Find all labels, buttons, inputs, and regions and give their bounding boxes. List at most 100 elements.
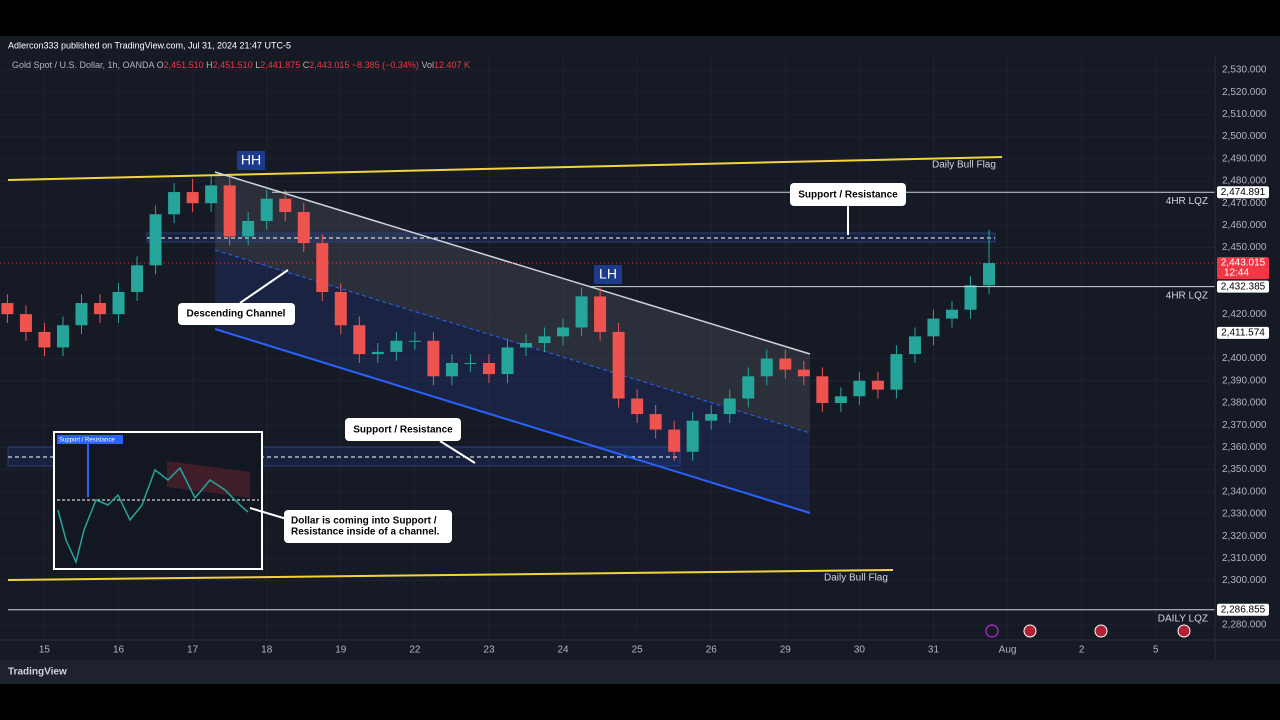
callout-text: Descending Channel [187, 309, 286, 320]
legend-value: 2,451.510 [213, 60, 253, 70]
candle-body [408, 340, 421, 342]
candle-body [649, 414, 662, 430]
callout-box [345, 418, 461, 441]
event-icon[interactable] [1177, 624, 1191, 638]
candle-body [890, 354, 903, 390]
event-icon[interactable] [1023, 624, 1037, 638]
y-tick-label: 2,520.000 [1222, 87, 1267, 98]
candle-body [149, 214, 162, 266]
callout-text: Resistance inside of a channel. [291, 527, 440, 538]
price-tag [1217, 603, 1269, 616]
candle-body [668, 429, 681, 452]
candle-body [260, 198, 273, 221]
y-tick-label: 2,480.000 [1222, 176, 1267, 187]
y-tick-label: 2,370.000 [1222, 420, 1267, 431]
y-tick-label: 2,420.000 [1222, 309, 1267, 320]
chart-panel [0, 36, 1280, 684]
candle-body [964, 285, 977, 310]
callout-pointer [249, 507, 291, 521]
bull-flag-label: Daily Bull Flag [824, 573, 888, 584]
y-tick-label: 2,490.000 [1222, 153, 1267, 164]
candle-body [594, 296, 607, 332]
bull-flag-upper [7, 156, 1003, 181]
candle-body [131, 265, 144, 292]
candle-body [520, 343, 533, 348]
candle-body [612, 331, 625, 399]
callout-pointer [439, 440, 476, 464]
candle-body [427, 340, 440, 377]
x-tick-label: 25 [632, 645, 644, 656]
price-tag [1217, 326, 1269, 339]
candle-body [723, 398, 736, 415]
legend-key: Vol [421, 60, 434, 70]
last-price-tag [1217, 257, 1269, 280]
y-tick-label: 2,280.000 [1222, 620, 1267, 631]
candle-body [186, 192, 199, 204]
candle-body [575, 296, 588, 328]
price-tag-label: 2,411.574 [1221, 327, 1265, 338]
y-tick-label: 2,470.000 [1222, 198, 1267, 209]
candle-body [205, 185, 218, 204]
legend-key: C [303, 60, 310, 70]
x-tick-label: 2 [1079, 645, 1085, 656]
event-icon[interactable] [1094, 624, 1108, 638]
candle-body [779, 358, 792, 370]
channel-mid [214, 249, 811, 434]
price-line-name: 4HR LQZ [1166, 196, 1208, 207]
candle-body [445, 362, 458, 377]
x-tick-label: 30 [854, 645, 866, 656]
y-tick-label: 2,400.000 [1222, 353, 1267, 364]
candle-body [501, 347, 514, 375]
x-tick-label: 24 [557, 645, 569, 656]
price-tag-label: 2,432.385 [1221, 281, 1266, 292]
candle-body [371, 351, 384, 355]
price-tag-label: 2,474.891 [1221, 187, 1266, 198]
candle-body [871, 380, 884, 390]
candle-body [945, 309, 958, 319]
legend-key: O [157, 60, 164, 70]
legend-key: H [206, 60, 213, 70]
candle-body [557, 327, 570, 337]
callout-text: Support / Resistance [353, 425, 453, 436]
y-tick-label: 2,300.000 [1222, 575, 1267, 586]
candle-body [853, 380, 866, 397]
event-icon[interactable] [985, 624, 999, 638]
candle-body [297, 212, 310, 244]
x-tick-label: 5 [1153, 645, 1159, 656]
price-tag [1217, 186, 1269, 199]
candle-body [983, 263, 996, 286]
y-tick-label: 2,310.000 [1222, 553, 1267, 564]
legend-change: −8.385 (−0.34%) [352, 60, 419, 70]
price-line-name: 4HR LQZ [1166, 290, 1208, 301]
y-tick-label: 2,320.000 [1222, 531, 1267, 542]
inset-tag [57, 435, 123, 444]
y-tick-label: 2,530.000 [1222, 65, 1267, 76]
candle-body [242, 220, 255, 237]
candle-body [168, 192, 181, 215]
inset-price [57, 466, 249, 565]
inset-tag-text: Support / Resistance [59, 438, 115, 444]
y-tick-label: 2,450.000 [1222, 242, 1267, 253]
callout-box [284, 510, 452, 543]
candle-body [390, 340, 403, 352]
x-tick-label: Aug [999, 645, 1017, 656]
candle-body [112, 291, 125, 315]
candle-body [353, 325, 366, 355]
y-tick-label: 2,350.000 [1222, 464, 1267, 475]
candle-body [686, 420, 699, 452]
countdown-label: 12:44 [1224, 268, 1249, 279]
x-tick-label: 19 [335, 645, 347, 656]
y-tick-label: 2,330.000 [1222, 509, 1267, 520]
candle-body [816, 376, 829, 403]
candle-body [334, 291, 347, 326]
lh-label: LH [599, 266, 617, 282]
candle-body [908, 336, 921, 355]
hh-box [237, 151, 265, 170]
callout-box [790, 183, 906, 206]
candle-body [56, 325, 69, 348]
callout-text: Support / Resistance [798, 190, 898, 201]
legend-value: 2,451.510 [164, 60, 204, 70]
candles [1, 176, 1215, 611]
grid [0, 56, 1215, 640]
bull-flag-label: Daily Bull Flag [932, 160, 996, 171]
